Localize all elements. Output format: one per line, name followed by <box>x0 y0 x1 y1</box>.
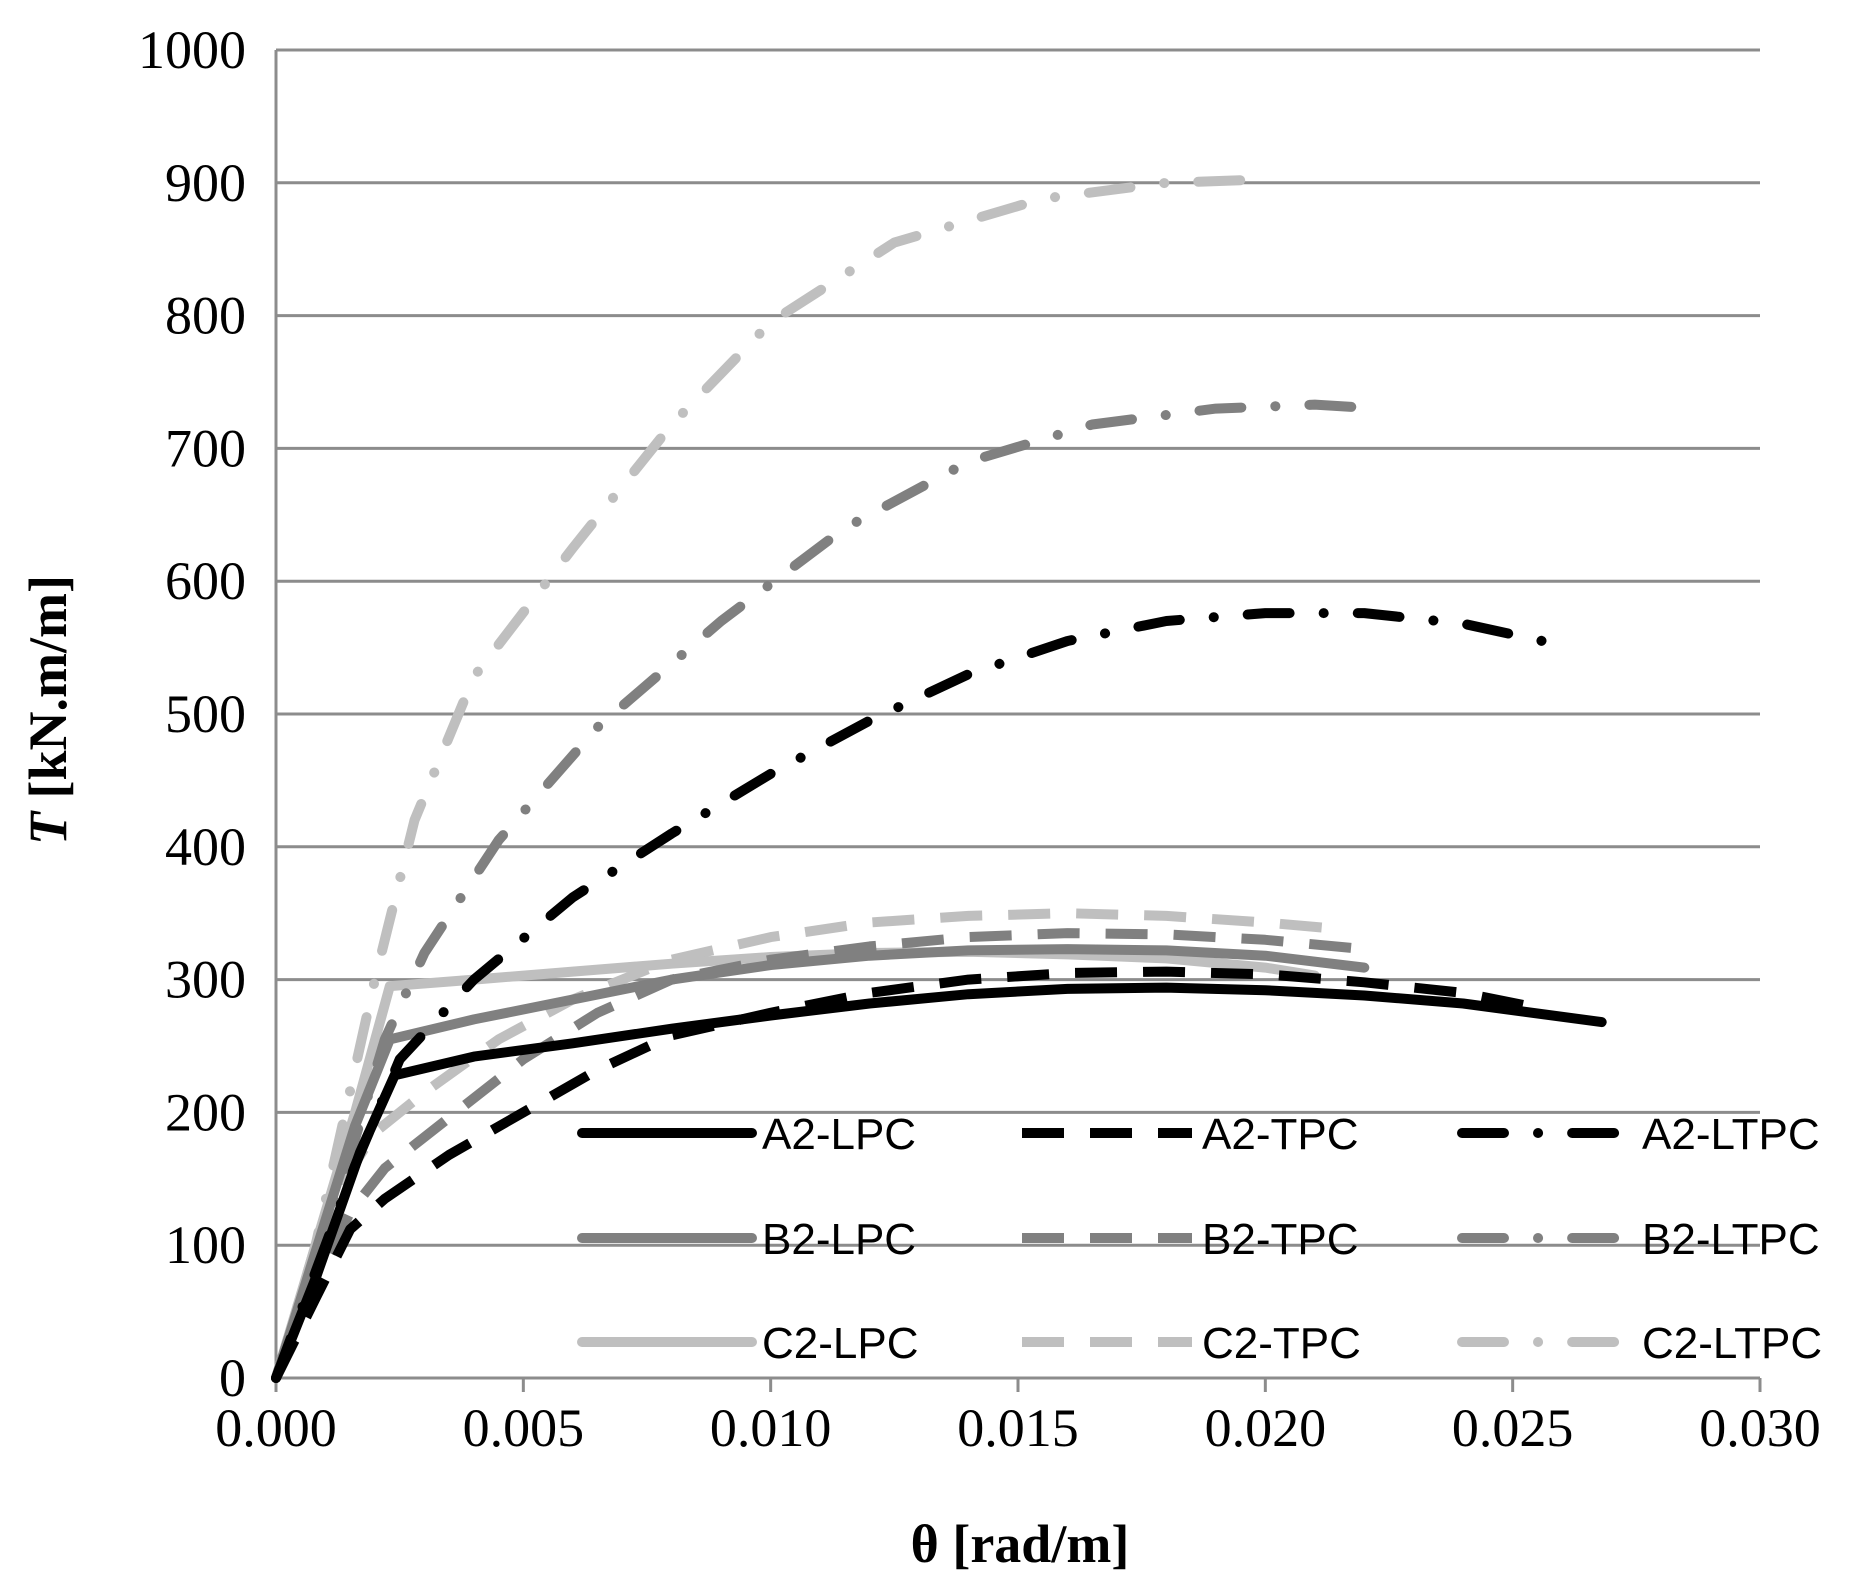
x-tick-label: 0.015 <box>957 1398 1079 1458</box>
y-tick-label: 700 <box>165 418 246 478</box>
y-tick-label: 500 <box>165 684 246 744</box>
y-tick-label: 0 <box>219 1348 246 1408</box>
series-layer <box>271 175 1607 1383</box>
legend-label-c2-tpc: C2-TPC <box>1202 1319 1361 1368</box>
series-line-c2-lpc <box>271 946 1320 1383</box>
legend-label-b2-lpc: B2-LPC <box>762 1215 916 1264</box>
axes <box>274 50 1762 1392</box>
y-tick-label: 100 <box>165 1215 246 1275</box>
series-line-a2-tpc <box>271 966 1544 1381</box>
legend: A2-LPC A2-TPC A2-LTPC B2-LPC B2-TPC B2-LTPC C2… <box>577 1110 1822 1368</box>
legend-label-c2-lpc: C2-LPC <box>762 1319 919 1368</box>
legend-label-a2-tpc: A2-TPC <box>1202 1110 1358 1159</box>
y-axis-title: T [kN.m/m] <box>18 575 78 845</box>
legend-label-c2-ltpc: C2-LTPC <box>1642 1319 1822 1368</box>
x-axis-title: θ [rad/m] <box>911 1514 1130 1574</box>
y-tick-label: 200 <box>165 1082 246 1142</box>
series-line-b2-ltpc <box>271 399 1385 1383</box>
y-tick-label: 1000 <box>138 20 246 80</box>
y-tick-label: 600 <box>165 551 246 611</box>
y-tick-label: 400 <box>165 817 246 877</box>
x-tick-label: 0.005 <box>463 1398 585 1458</box>
x-tick-label: 0.025 <box>1452 1398 1574 1458</box>
y-tick-label: 300 <box>165 950 246 1010</box>
x-tick-label: 0.000 <box>215 1398 337 1458</box>
y-tick-label: 800 <box>165 286 246 346</box>
series-line-a2-lpc <box>271 982 1607 1383</box>
x-tick-labels: 0.000 0.005 0.010 0.015 0.020 0.025 0.030 <box>215 1398 1821 1458</box>
legend-label-a2-lpc: A2-LPC <box>762 1110 916 1159</box>
series-line-b2-lpc <box>271 944 1370 1383</box>
series-line-c2-ltpc <box>271 175 1251 1383</box>
x-tick-label: 0.030 <box>1699 1398 1821 1458</box>
x-tick-label: 0.020 <box>1205 1398 1327 1458</box>
x-tick-label: 0.010 <box>710 1398 832 1458</box>
y-tick-labels: 0 100 200 300 400 500 600 700 800 900 1000 <box>138 20 246 1408</box>
legend-label-b2-ltpc: B2-LTPC <box>1642 1215 1820 1264</box>
y-axis-title-symbol: T <box>18 810 78 845</box>
legend-label-a2-ltpc: A2-LTPC <box>1642 1110 1820 1159</box>
y-tick-label: 900 <box>165 153 246 213</box>
y-axis-title-unit: [kN.m/m] <box>18 575 78 812</box>
legend-label-b2-tpc: B2-TPC <box>1202 1215 1358 1264</box>
